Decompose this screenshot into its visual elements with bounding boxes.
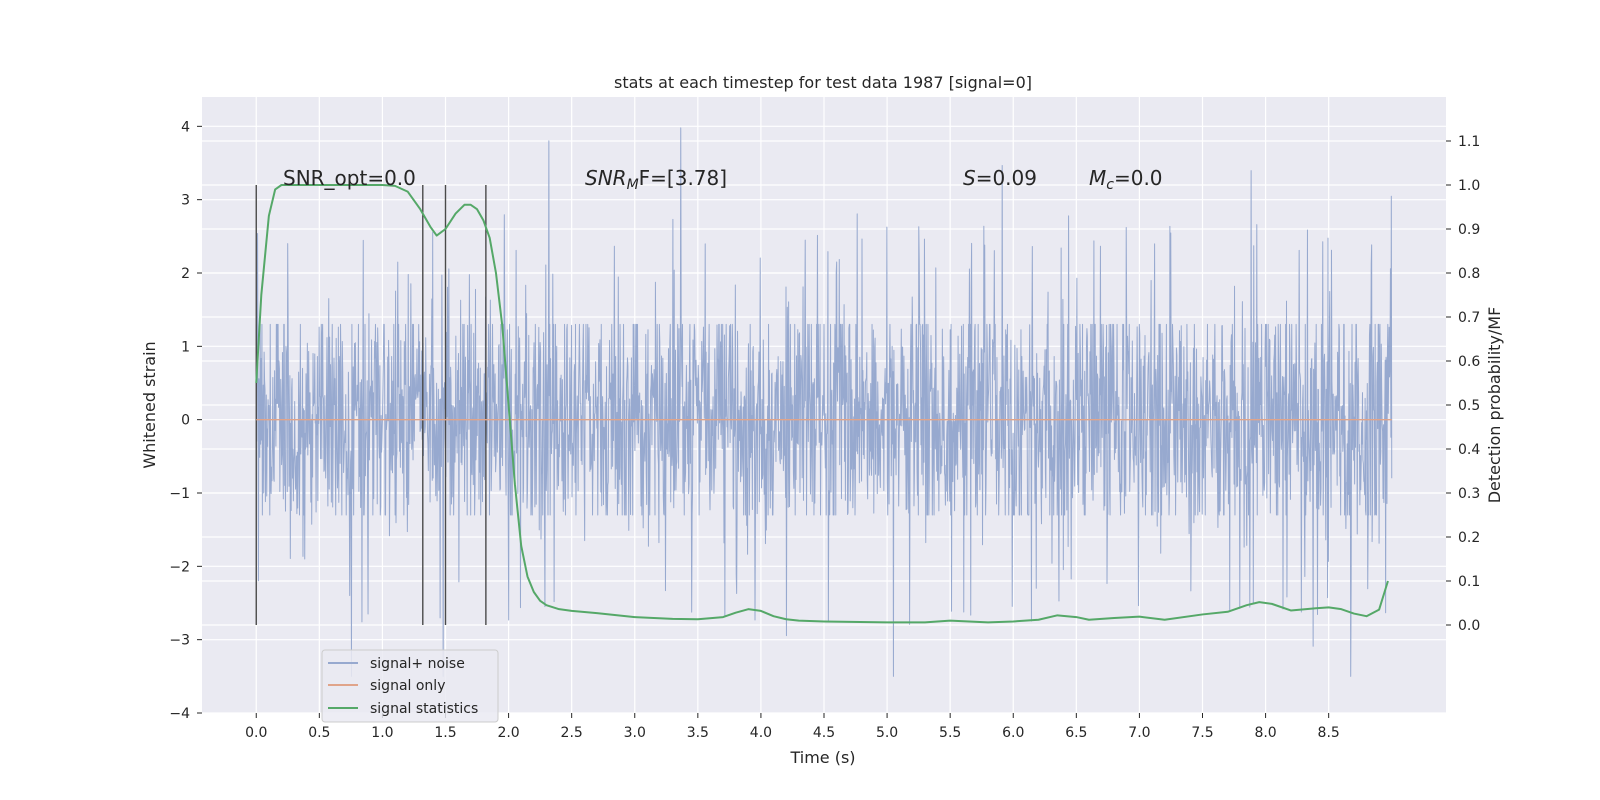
annotation-s-value: =0.09 [976, 166, 1037, 190]
x-axis-label: Time (s) [789, 748, 855, 767]
right-y-axis-label: Detection probability/MF [1485, 307, 1504, 504]
right-tick-label-2: 0.9 [1458, 222, 1480, 238]
right-tick-label-9: 0.2 [1458, 530, 1480, 546]
x-tick-label-1: 0.5 [308, 725, 330, 741]
x-axis-ticks: 0.0 0.5 1.0 1.5 2.0 2.5 3.0 3.5 4.0 4.5 5.0 5.5 6.0 6… [245, 713, 1340, 741]
legend-box [321, 649, 499, 723]
left-tick-label-8: −4 [169, 706, 190, 722]
left-tick-label-6: −2 [169, 559, 190, 575]
right-tick-label-7: 0.4 [1458, 442, 1480, 458]
annotation-mc-symbol: M [1089, 166, 1106, 190]
right-tick-label-0: 1.1 [1458, 134, 1480, 150]
annotation-mc-subscript: c [1106, 177, 1114, 193]
vertical-markers [255, 185, 487, 625]
x-tick-label-16: 8.0 [1254, 725, 1276, 741]
left-axis-ticks: 4 3 2 1 0 −1 −2 −3 −4 [169, 119, 202, 722]
legend-label-signal-noise: signal+ noise [370, 656, 465, 672]
left-tick-label-5: −1 [169, 486, 190, 502]
x-tick-label-0: 0.0 [245, 725, 267, 741]
left-tick-label-2: 2 [181, 266, 190, 282]
x-tick-label-12: 6.0 [1002, 725, 1024, 741]
x-tick-label-6: 3.0 [624, 725, 646, 741]
right-tick-label-6: 0.5 [1458, 398, 1480, 414]
annotation-mc-value: =0.0 [1114, 166, 1163, 190]
legend-label-signal-only: signal only [370, 678, 445, 694]
x-tick-label-10: 5.0 [876, 725, 898, 741]
right-tick-label-5: 0.6 [1458, 354, 1480, 370]
left-tick-label-0: 4 [181, 119, 190, 135]
annotation-snr-mf-value: F=[3.78] [639, 166, 727, 190]
x-tick-label-15: 7.5 [1191, 725, 1213, 741]
annotation-snr-mf: SNRMF=[3.78] [585, 166, 727, 193]
x-tick-label-8: 4.0 [750, 725, 772, 741]
annotation-snr-mf-subscript: M [627, 177, 639, 193]
x-tick-label-3: 1.5 [434, 725, 456, 741]
legend-label-signal-statistics: signal statistics [370, 701, 478, 717]
chart-title: stats at each timestep for test data 198… [614, 73, 1032, 92]
annotation-s: S=0.09 [963, 166, 1037, 190]
x-tick-label-7: 3.5 [687, 725, 709, 741]
series-signal-statistics [255, 184, 1389, 624]
right-tick-label-8: 0.3 [1458, 486, 1480, 502]
x-tick-label-17: 8.5 [1318, 725, 1340, 741]
x-tick-label-9: 4.5 [813, 725, 835, 741]
annotation-snr-mf-symbol: SNR [585, 166, 627, 190]
left-y-axis-label: Whitened strain [140, 341, 159, 468]
right-tick-label-11: 0.0 [1458, 618, 1480, 634]
right-tick-label-3: 0.8 [1458, 266, 1480, 282]
x-tick-label-11: 5.5 [939, 725, 961, 741]
right-tick-label-4: 0.7 [1458, 310, 1480, 326]
right-axis-ticks: 1.1 1.0 0.9 0.8 0.7 0.6 0.5 0.4 0.3 0.2 0.1 0.0 [1446, 134, 1480, 634]
legend: signal+ noise signal only signal statist… [321, 649, 499, 723]
annotation-s-symbol: S [963, 166, 976, 190]
x-tick-label-5: 2.5 [561, 725, 583, 741]
annotation-snr-opt: SNR_opt=0.0 [283, 166, 416, 190]
x-tick-label-13: 6.5 [1065, 725, 1087, 741]
left-tick-label-1: 3 [181, 193, 190, 209]
right-tick-label-10: 0.1 [1458, 574, 1480, 590]
left-tick-label-3: 1 [181, 339, 190, 355]
signal-statistics-line [255, 184, 1389, 624]
right-tick-label-1: 1.0 [1458, 178, 1480, 194]
annotation-mc: Mc=0.0 [1089, 166, 1163, 193]
x-tick-label-4: 2.0 [497, 725, 519, 741]
left-tick-label-4: 0 [181, 413, 190, 429]
x-tick-label-2: 1.0 [371, 725, 393, 741]
left-tick-label-7: −3 [169, 633, 190, 649]
x-tick-label-14: 7.0 [1128, 725, 1150, 741]
